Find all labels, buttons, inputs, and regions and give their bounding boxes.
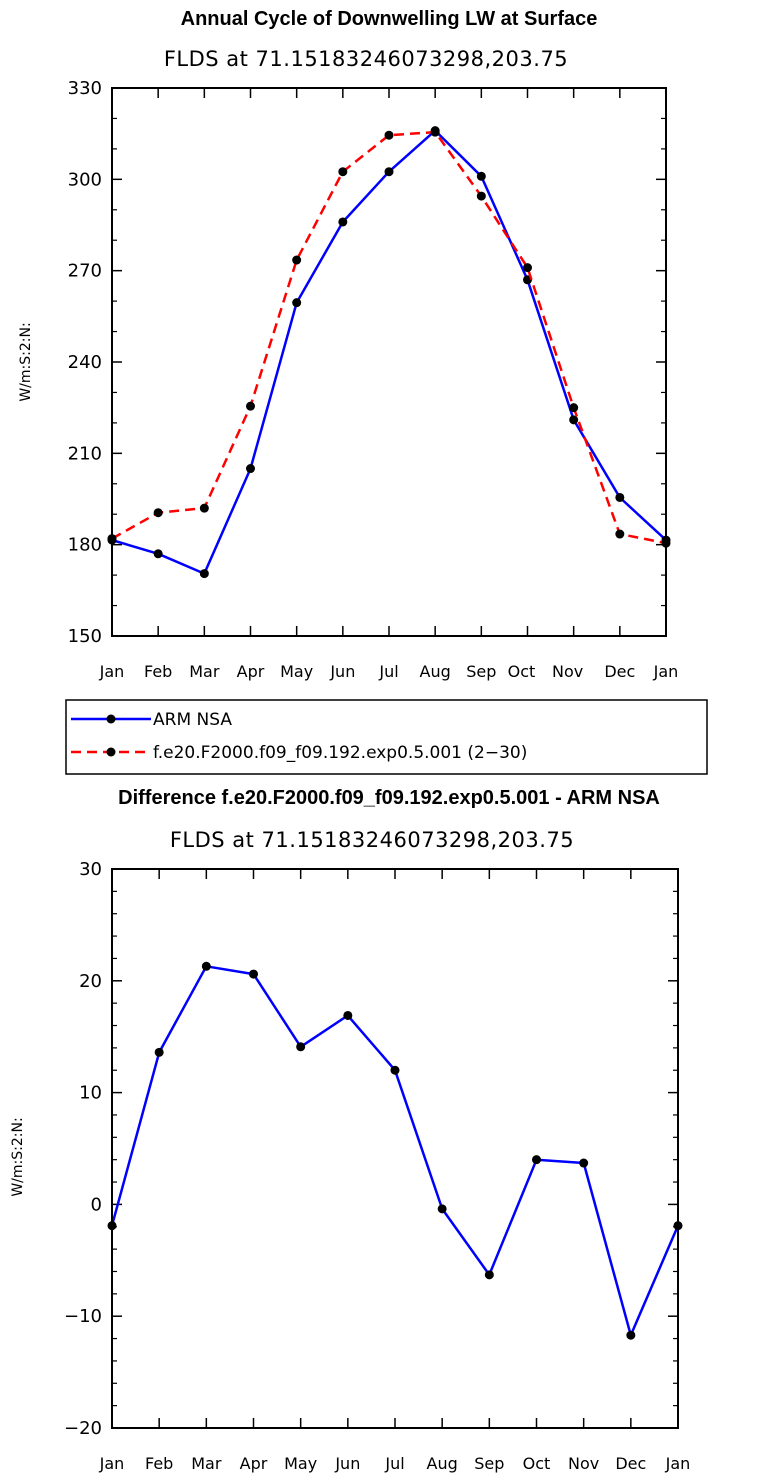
y-tick-label: 20 <box>79 971 102 992</box>
chart1-title: Annual Cycle of Downwelling LW at Surfac… <box>181 8 598 30</box>
chart2-series <box>107 961 683 1340</box>
x-tick-label: Sep <box>466 662 496 681</box>
chart-annual-cycle: Annual Cycle of Downwelling LW at Surfac… <box>18 8 708 775</box>
x-tick-label: Jan <box>99 1454 125 1473</box>
y-tick-label: −10 <box>64 1306 102 1327</box>
chart1-ylabel: W/m:S:2:N: <box>18 322 34 401</box>
chart2-subtitle: FLDS at 71.15183246073298,203.75 <box>170 828 574 852</box>
y-tick-label: 270 <box>68 261 102 282</box>
data-point <box>484 1270 494 1280</box>
data-point <box>199 503 209 513</box>
chart2-x-axis: Jan Feb Mar Apr May Jun Jul Aug Sep Oct Nov Dec Jan <box>99 1454 691 1473</box>
data-point <box>569 415 579 425</box>
data-point <box>437 1204 447 1214</box>
data-point <box>249 969 258 979</box>
x-tick-label: Mar <box>191 1454 222 1473</box>
data-point <box>153 549 163 559</box>
data-point <box>296 1042 306 1052</box>
series-line-0 <box>110 965 680 1337</box>
y-tick-label: 30 <box>79 859 102 880</box>
legend-marker-arm <box>106 714 116 724</box>
chart2-tick-marks <box>111 868 679 1429</box>
y-tick-label: 300 <box>68 169 102 190</box>
data-point <box>615 529 625 539</box>
legend-label-arm: ARM NSA <box>153 710 232 730</box>
chart2-title: Difference f.e20.F2000.f09_f09.192.exp0.… <box>118 787 660 809</box>
y-tick-label: 330 <box>68 78 102 99</box>
y-tick-label: 180 <box>68 535 102 556</box>
y-tick-label: 150 <box>68 626 102 647</box>
x-tick-label: Dec <box>615 1454 646 1473</box>
y-tick-label: 0 <box>91 1194 102 1215</box>
data-point <box>292 255 302 265</box>
legend-box <box>65 699 708 775</box>
data-point <box>523 263 532 273</box>
data-point <box>384 130 394 140</box>
x-tick-label: Nov <box>552 662 583 681</box>
data-point <box>615 492 625 502</box>
chart1-subtitle: FLDS at 71.15183246073298,203.75 <box>164 47 568 71</box>
chart1-x-axis: Jan Feb Mar Apr May Jun Jul Aug Sep Oct Nov Dec Jan <box>99 662 679 681</box>
x-tick-label: Apr <box>237 662 265 681</box>
x-tick-label: Jun <box>334 1454 360 1473</box>
x-tick-label: Oct <box>523 1454 551 1473</box>
y-tick-label: 10 <box>79 1083 102 1104</box>
data-point <box>390 1065 400 1075</box>
x-tick-label: Mar <box>189 662 220 681</box>
series-line-1 <box>111 130 667 545</box>
x-tick-label: May <box>280 662 313 681</box>
x-tick-label: May <box>284 1454 317 1473</box>
data-point <box>476 171 486 181</box>
x-tick-label: Jul <box>378 662 398 681</box>
x-tick-label: Dec <box>604 662 635 681</box>
data-point <box>292 298 302 308</box>
data-point <box>153 508 163 518</box>
x-tick-label: Oct <box>508 662 536 681</box>
data-point <box>532 1155 541 1165</box>
chart2-y-axis: −20 −10 0 10 20 30 <box>64 859 102 1439</box>
chart2-ylabel: W/m:S:2:N: <box>10 1117 26 1196</box>
data-point <box>154 1047 164 1057</box>
x-tick-label: Jan <box>665 1454 691 1473</box>
data-point <box>338 167 348 177</box>
data-point <box>246 401 255 411</box>
y-tick-label: −20 <box>64 1418 102 1439</box>
chart-difference: Difference f.e20.F2000.f09_f09.192.exp0.… <box>10 787 690 1473</box>
data-point <box>384 167 394 177</box>
chart2-plot-frame <box>111 868 679 1429</box>
y-tick-label: 210 <box>68 443 102 464</box>
x-tick-label: Apr <box>240 1454 268 1473</box>
y-tick-label: 240 <box>68 352 102 373</box>
data-point <box>569 403 579 413</box>
x-tick-label: Jul <box>384 1454 404 1473</box>
x-tick-label: Feb <box>144 662 172 681</box>
x-tick-label: Aug <box>420 662 451 681</box>
legend-label-model: f.e20.F2000.f09_f09.192.exp0.5.001 (2−30… <box>153 743 527 763</box>
x-tick-label: Jan <box>653 662 679 681</box>
chart1-plot-frame <box>111 87 667 637</box>
x-tick-label: Nov <box>568 1454 599 1473</box>
data-point <box>343 1010 353 1020</box>
chart1-y-axis: 150 180 210 240 270 300 330 <box>68 78 102 647</box>
data-point <box>476 191 486 201</box>
data-point <box>338 217 348 227</box>
chart1-legend: ARM NSA f.e20.F2000.f09_f09.192.exp0.5.0… <box>65 699 708 775</box>
x-tick-label: Sep <box>474 1454 504 1473</box>
x-tick-label: Jun <box>329 662 355 681</box>
series-line-0 <box>111 129 667 575</box>
legend-marker-model <box>106 747 116 757</box>
data-point <box>626 1330 636 1340</box>
data-point <box>246 464 255 474</box>
data-point <box>199 569 209 579</box>
x-tick-label: Aug <box>427 1454 458 1473</box>
data-point <box>430 127 440 137</box>
x-tick-label: Jan <box>99 662 125 681</box>
chart1-series <box>107 126 671 579</box>
data-point <box>201 961 211 971</box>
x-tick-label: Feb <box>145 1454 173 1473</box>
data-point <box>579 1158 589 1168</box>
